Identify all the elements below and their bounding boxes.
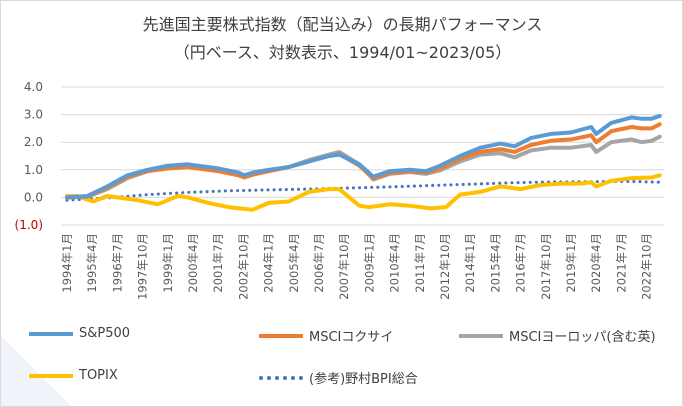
decorative-corner (1, 336, 71, 406)
chart-subtitle: （円ベース、対数表示、1994/01~2023/05） (173, 43, 512, 62)
x-tick-label: 2021年7月 (614, 233, 628, 293)
x-tick-label: 2000年4月 (186, 233, 200, 293)
series-line-topix (65, 173, 662, 212)
x-tick-label: 2001年7月 (211, 233, 225, 293)
legend-item-msci-europe: MSCIヨーロッパ(含む英) (459, 326, 656, 345)
y-tick-label: 1.0 (24, 163, 43, 177)
x-tick-label: 2011年7月 (413, 233, 427, 293)
x-tick-label: 2015年4月 (488, 233, 502, 293)
legend-swatch-nomura-bpi (259, 375, 303, 380)
legend-swatch-sp500 (29, 331, 73, 336)
x-tick-label: 2010年4月 (388, 233, 402, 293)
legend-swatch-topix (29, 373, 73, 378)
x-axis-ticks: 1994年1月 1995年4月 1996年7月 1997年10月 1999年1月 2000… (60, 233, 654, 300)
x-tick-label: 2019年1月 (564, 233, 578, 293)
x-tick-label: 1994年1月 (60, 233, 74, 293)
legend-item-sp500: S&P500 (29, 326, 130, 341)
x-tick-label: 2012年10月 (438, 233, 452, 300)
series-line-msci-kokusai (65, 122, 662, 200)
legend-label-msci-europe: MSCIヨーロッパ(含む英) (509, 330, 656, 345)
x-tick-label: 1995年4月 (85, 233, 99, 293)
y-tick-label: 2.0 (24, 135, 43, 149)
y-tick-label: 0.0 (24, 190, 43, 204)
legend-label-msci-kokusai: MSCIコクサイ (309, 330, 394, 345)
x-tick-label: 2016年7月 (514, 233, 528, 293)
x-tick-label: 2007年10月 (337, 233, 351, 300)
chart-title: 先進国主要株式指数（配当込み）の長期パフォーマンス (142, 15, 543, 34)
y-tick-label: 3.0 (24, 108, 43, 122)
x-tick-label: 2004年1月 (262, 233, 276, 293)
legend-label-nomura-bpi: (参考)野村BPI総合 (309, 372, 418, 387)
x-tick-label: 2017年10月 (539, 233, 553, 300)
x-tick-label: 2020年4月 (589, 233, 603, 293)
x-tick-label: 1996年7月 (110, 233, 124, 293)
x-tick-label: 2002年10月 (236, 233, 250, 300)
y-tick-label: 4.0 (24, 80, 43, 94)
x-tick-label: 2006年7月 (312, 233, 326, 293)
y-tick-label: (1.0) (15, 218, 43, 232)
y-axis-ticks: 4.0 3.0 2.0 1.0 0.0 (1.0) (15, 80, 43, 232)
x-tick-label: 1999年1月 (161, 233, 175, 293)
legend-label-topix: TOPIX (79, 368, 118, 383)
series-line-sp500 (65, 114, 662, 200)
series-lines (65, 114, 662, 212)
x-tick-label: 1997年10月 (136, 233, 150, 300)
legend-item-msci-kokusai: MSCIコクサイ (259, 326, 393, 345)
legend-swatch-msci-europe (459, 333, 503, 338)
legend-swatch-msci-kokusai (259, 333, 303, 338)
legend-item-topix: TOPIX (29, 368, 118, 383)
x-tick-label: 2022年10月 (640, 233, 654, 300)
x-tick-label: 2009年1月 (362, 233, 376, 293)
x-tick-label: 2005年4月 (287, 233, 301, 293)
legend-item-nomura-bpi: (参考)野村BPI総合 (259, 368, 418, 387)
x-tick-label: 2014年1月 (463, 233, 477, 293)
legend-label-sp500: S&P500 (79, 326, 131, 341)
